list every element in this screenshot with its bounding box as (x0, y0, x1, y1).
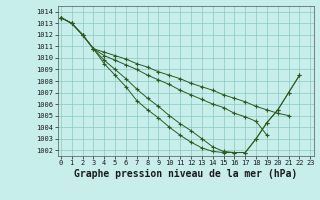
X-axis label: Graphe pression niveau de la mer (hPa): Graphe pression niveau de la mer (hPa) (74, 169, 297, 179)
